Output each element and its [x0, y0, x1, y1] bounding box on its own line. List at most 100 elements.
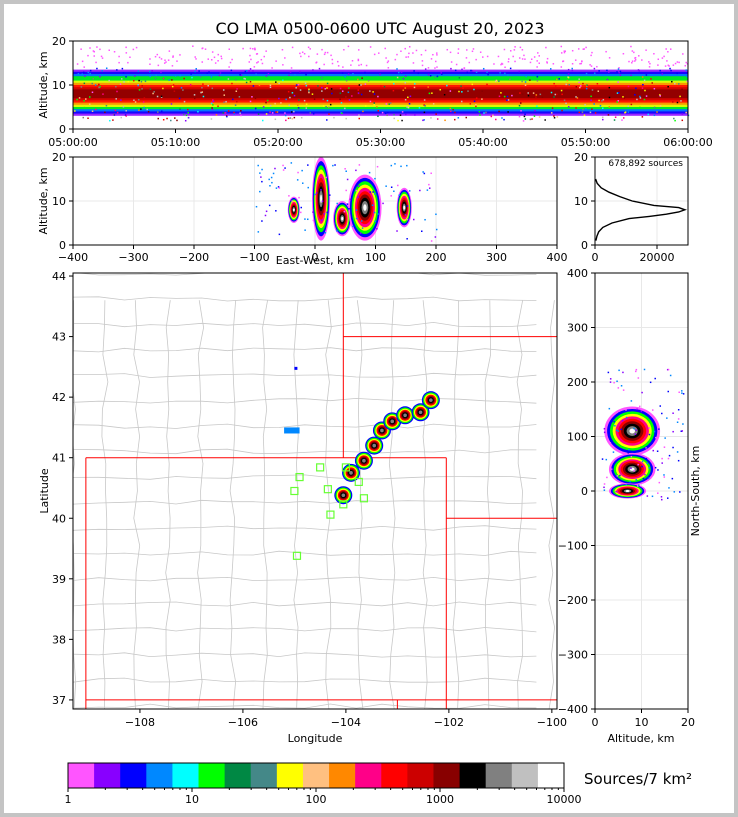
time-altitude-source	[321, 77, 323, 79]
time-altitude-source	[407, 56, 410, 58]
lma-station-marker	[316, 463, 325, 472]
time-altitude-source	[82, 116, 85, 119]
time-altitude-source	[235, 79, 237, 81]
time-altitude-source	[260, 58, 263, 61]
time-altitude-source	[225, 100, 227, 103]
time-altitude-source	[591, 89, 594, 91]
histogram-grid	[594, 156, 688, 246]
time-altitude-source	[666, 60, 668, 62]
time-altitude-source	[647, 113, 650, 116]
time-altitude-source	[271, 67, 273, 69]
north-south-source	[660, 498, 663, 501]
north-south-source	[635, 479, 638, 481]
east-west-source	[265, 210, 268, 213]
time-altitude-source	[524, 84, 527, 86]
county-border	[73, 703, 537, 709]
colorbar-swatch	[146, 763, 173, 788]
time-altitude-source	[116, 69, 118, 71]
time-altitude-source	[384, 47, 386, 50]
time-altitude-source	[164, 59, 166, 61]
north-south-source	[652, 449, 655, 452]
histogram-y-ticks: 0 10 20	[574, 151, 595, 252]
time-altitude-source	[676, 101, 679, 104]
time-altitude-source	[518, 70, 520, 73]
county-border	[484, 300, 492, 709]
east-west-source	[421, 230, 423, 233]
colorbar-swatch	[407, 763, 434, 788]
time-altitude-source	[608, 57, 611, 59]
time-altitude-source	[257, 113, 260, 115]
time-altitude-source	[507, 60, 510, 63]
time-altitude-source	[94, 84, 97, 86]
altitude-axis-ticks: 0 10 20	[52, 35, 73, 136]
county-border	[73, 550, 537, 556]
time-altitude-source	[518, 115, 521, 118]
time-altitude-source	[470, 69, 472, 72]
north-south-source	[637, 377, 640, 379]
time-altitude-source	[328, 113, 330, 115]
time-altitude-source	[432, 103, 435, 105]
time-altitude-source	[271, 112, 274, 114]
time-altitude-source	[639, 106, 641, 109]
time-altitude-source	[435, 60, 437, 63]
time-altitude-source	[345, 79, 348, 82]
time-altitude-source	[479, 114, 481, 116]
north-south-ylabel: North-South, km	[689, 446, 702, 537]
time-altitude-source	[163, 62, 166, 64]
east-west-source	[324, 232, 327, 234]
east-west-source	[301, 169, 303, 172]
time-altitude-source	[275, 111, 277, 113]
time-altitude-source	[176, 60, 178, 62]
county-border	[73, 652, 537, 658]
time-altitude-source	[581, 111, 584, 114]
time-altitude-source	[681, 119, 684, 122]
time-altitude-source	[172, 84, 175, 86]
time-altitude-source	[439, 88, 441, 91]
time-altitude-source	[98, 86, 100, 89]
north-south-source	[620, 385, 623, 387]
east-west-source	[360, 220, 363, 222]
east-west-source	[255, 205, 258, 208]
east-west-source	[307, 218, 309, 221]
time-altitude-source	[616, 92, 619, 94]
time-altitude-source	[149, 63, 151, 66]
time-altitude-source	[585, 87, 588, 90]
time-altitude-source	[672, 101, 674, 103]
time-altitude-source	[240, 114, 242, 117]
time-altitude-source	[608, 106, 611, 108]
time-altitude-source	[536, 105, 538, 107]
time-altitude-source	[276, 111, 279, 113]
time-altitude-source	[665, 48, 667, 50]
east-west-source	[261, 220, 263, 222]
time-altitude-source	[193, 94, 196, 96]
time-altitude-source	[153, 91, 155, 93]
county-border	[548, 300, 556, 709]
north-south-tick-label: −400	[558, 703, 588, 716]
time-altitude-source	[597, 90, 600, 92]
time-altitude-source	[344, 76, 346, 78]
time-tick-label: 06:00:00	[663, 136, 712, 149]
time-altitude-source	[165, 61, 167, 63]
time-altitude-source	[524, 81, 527, 83]
east-west-source	[321, 200, 324, 202]
colorbar-swatch	[120, 763, 147, 788]
time-altitude-source	[463, 67, 465, 69]
time-altitude-source	[427, 67, 430, 69]
time-altitude-source	[290, 111, 293, 113]
time-altitude-source	[133, 79, 135, 82]
north-south-source	[627, 452, 629, 454]
county-border	[73, 448, 537, 455]
time-altitude-source	[96, 67, 98, 70]
time-altitude-source	[99, 85, 101, 88]
time-altitude-source	[248, 61, 251, 63]
time-altitude-source	[667, 85, 669, 88]
time-altitude-source	[194, 70, 196, 73]
time-altitude-source	[132, 48, 135, 51]
east-west-source	[300, 211, 302, 214]
time-altitude-source	[190, 73, 192, 75]
north-south-source	[663, 474, 665, 476]
time-altitude-source	[507, 58, 510, 60]
time-tick-label: 05:40:00	[458, 136, 507, 149]
time-altitude-source	[430, 58, 433, 60]
time-tick-label: 05:50:00	[561, 136, 610, 149]
